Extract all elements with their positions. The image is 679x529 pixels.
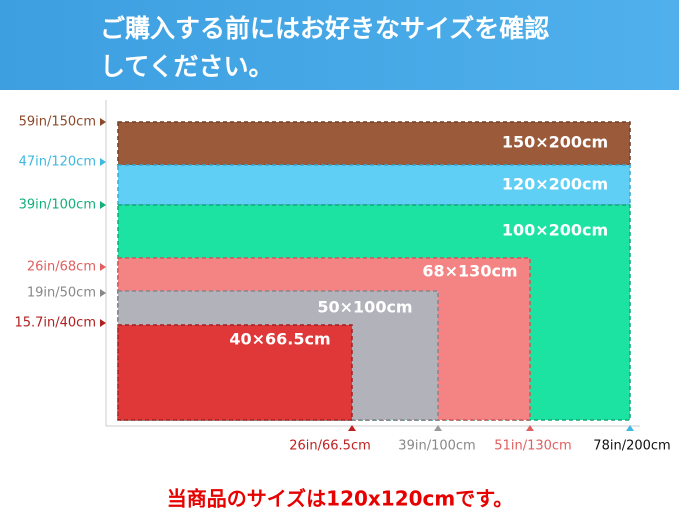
size-label: 100×200cm [502,221,608,240]
size-label: 150×200cm [502,133,608,152]
header-line: してください。 [100,52,274,81]
height-label: 47in/120cm [19,155,96,170]
rug-rect [117,121,631,166]
rug-rect [117,324,353,421]
size-label: 120×200cm [502,175,608,194]
height-label: 15.7in/40cm [14,316,96,331]
header-line: ご購入する前にはお好きなサイズを確認 [100,14,549,43]
width-label: 78in/200cm [593,439,670,454]
size-label: 50×100cm [317,298,412,317]
height-label: 39in/100cm [19,198,96,213]
size-label: 40×66.5cm [229,330,330,349]
size-label: 68×130cm [422,262,517,281]
arrows [100,118,634,431]
width-label: 51in/130cm [494,439,571,454]
width-label: 39in/100cm [398,439,475,454]
height-label: 26in/68cm [27,260,96,275]
header-banner [0,0,679,90]
footer-note: 当商品のサイズは120x120cmです。 [167,487,514,511]
height-label: 19in/50cm [27,286,96,301]
width-label: 26in/66.5cm [289,439,371,454]
height-label: 59in/150cm [19,115,96,130]
